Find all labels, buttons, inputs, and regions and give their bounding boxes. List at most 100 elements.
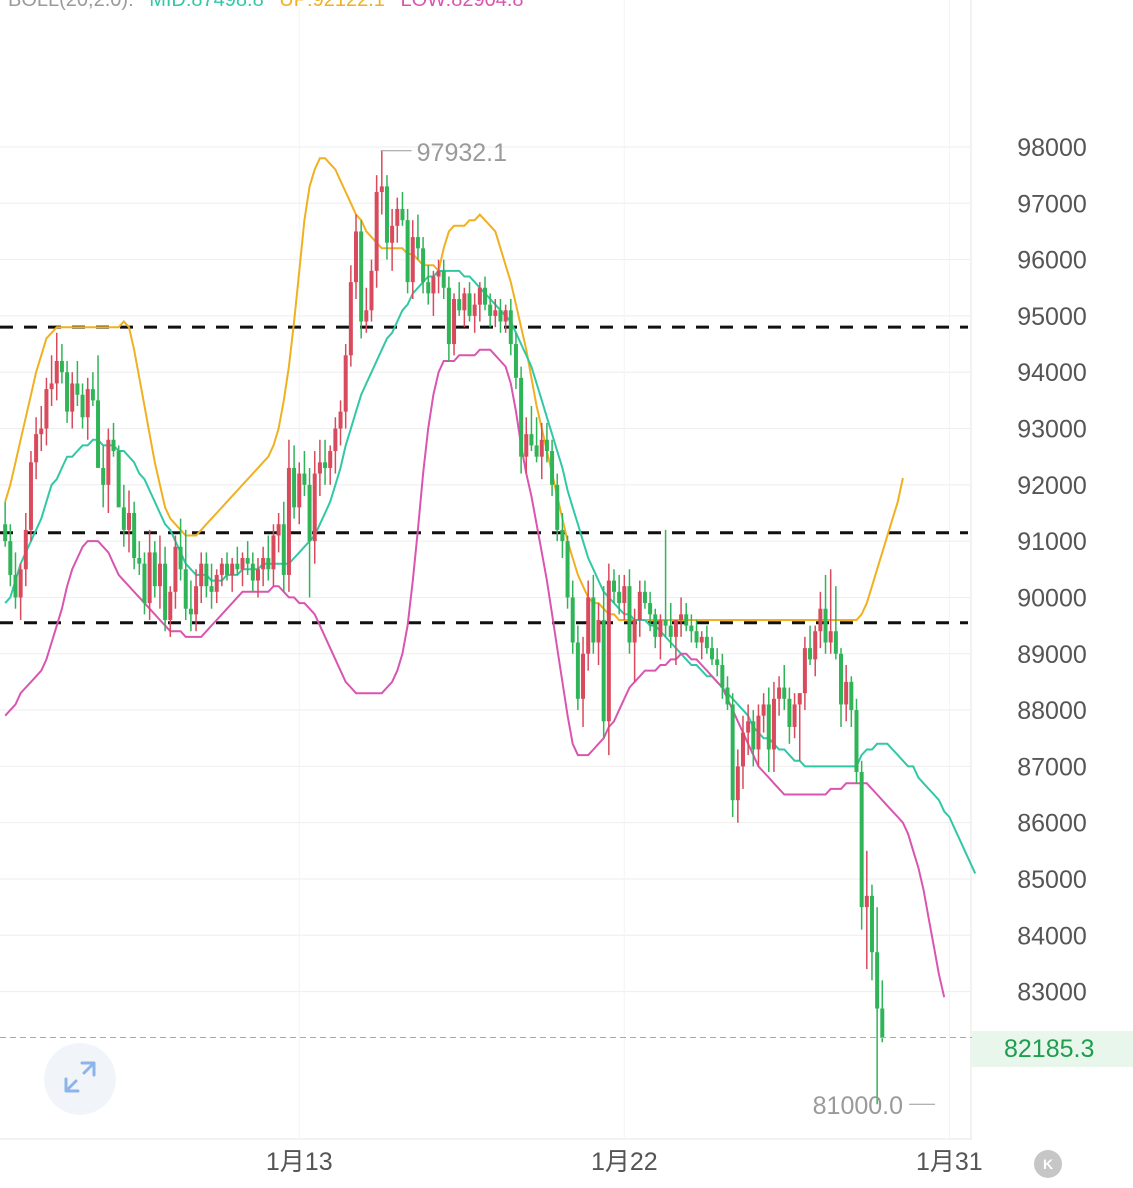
candle-body [328,451,333,468]
high-annotation-label: 97932.1 [417,139,507,167]
candle-body [823,608,828,643]
candle-body [111,439,116,452]
candle-body [627,586,632,643]
candle-body [286,467,291,575]
candle-body [338,411,343,429]
candle-body [715,659,720,666]
y-tick-label: 96000 [1017,247,1087,275]
candle-body [152,552,157,587]
candle-body [431,276,436,294]
expand-button[interactable] [44,1043,116,1115]
x-tick-label: 1月31 [916,1148,983,1176]
candle-body [28,462,33,530]
candle-body [379,186,384,193]
candle-body [137,558,142,564]
candle-body [766,704,771,750]
candle-body [266,558,271,570]
candle-body [307,484,312,542]
candle-body [658,619,663,637]
candle-body [183,569,188,609]
candle-body [632,619,637,643]
candle-body [214,574,219,592]
candle-body [472,304,477,316]
candle-body [142,563,147,604]
candle-body [312,473,317,542]
candle-body [483,287,487,305]
candle-body [875,952,880,1009]
candle-body [359,231,364,322]
candle-body [8,541,13,575]
candle-body [844,681,849,705]
candle-body [116,451,121,508]
x-tick-label: 1月13 [266,1148,333,1176]
y-tick-label: 87000 [1017,753,1087,781]
candle-body [157,563,162,587]
y-tick-label: 93000 [1017,416,1087,444]
candle-body [488,304,493,316]
candle-body [106,439,111,485]
x-tick-label: 1月22 [591,1148,658,1176]
candle-body [405,220,410,283]
candle-body [178,546,183,570]
candle-body [80,394,85,418]
candle-body [467,293,472,316]
candle-body [168,591,173,620]
candle-body [684,614,689,626]
candle-body [813,631,818,660]
candle-body [725,687,730,705]
y-tick-label: 83000 [1017,979,1087,1007]
candle-body [869,895,874,953]
candle-body [199,563,204,587]
candle-body [96,400,101,468]
candle-body [436,270,441,277]
candle-body [415,237,420,249]
candle-body [354,231,359,283]
candle-body [854,710,859,772]
current-price-value: 82185.3 [1004,1035,1095,1063]
candle-body [477,287,482,305]
boll-low-label: LOW:82904.8 [400,0,524,11]
k-logo-button[interactable]: K [1034,1150,1062,1178]
candle-body [787,698,792,727]
y-tick-label: 88000 [1017,697,1087,725]
candle-body [410,237,415,283]
candle-body [281,524,286,575]
candle-body [204,563,209,587]
candle-body [849,681,854,711]
candle-body [782,687,787,699]
boll-upper-line [4,157,904,621]
candle-body [586,597,591,654]
candle-body [75,383,80,395]
y-tick-label: 90000 [1017,584,1087,612]
candle-body [699,636,704,643]
candle-body [529,434,534,446]
candle-body [555,484,560,530]
candle-body [235,563,240,570]
candle-body [859,772,864,908]
candle-body [446,287,451,345]
candle-body [132,512,137,559]
candle-body [797,693,802,705]
candle-body [18,569,23,598]
candle-body [209,586,214,592]
candle-body [508,310,513,345]
candle-body [648,603,653,615]
candle-body [333,428,338,452]
candle-body [395,208,400,226]
candle-body [880,1008,885,1038]
candle-body [421,248,426,283]
candle-body [13,574,18,598]
candle-body [668,625,673,637]
candle-body [570,597,575,643]
current-price-label: 82185.3 [972,1031,1133,1067]
candle-body [653,614,658,637]
candle-body [596,619,601,643]
candle-body [519,377,524,457]
candle-body [493,310,498,316]
candle-body [369,270,374,311]
candle-body [188,608,193,615]
boll-lower-line [4,348,946,998]
candle-body [704,636,709,649]
